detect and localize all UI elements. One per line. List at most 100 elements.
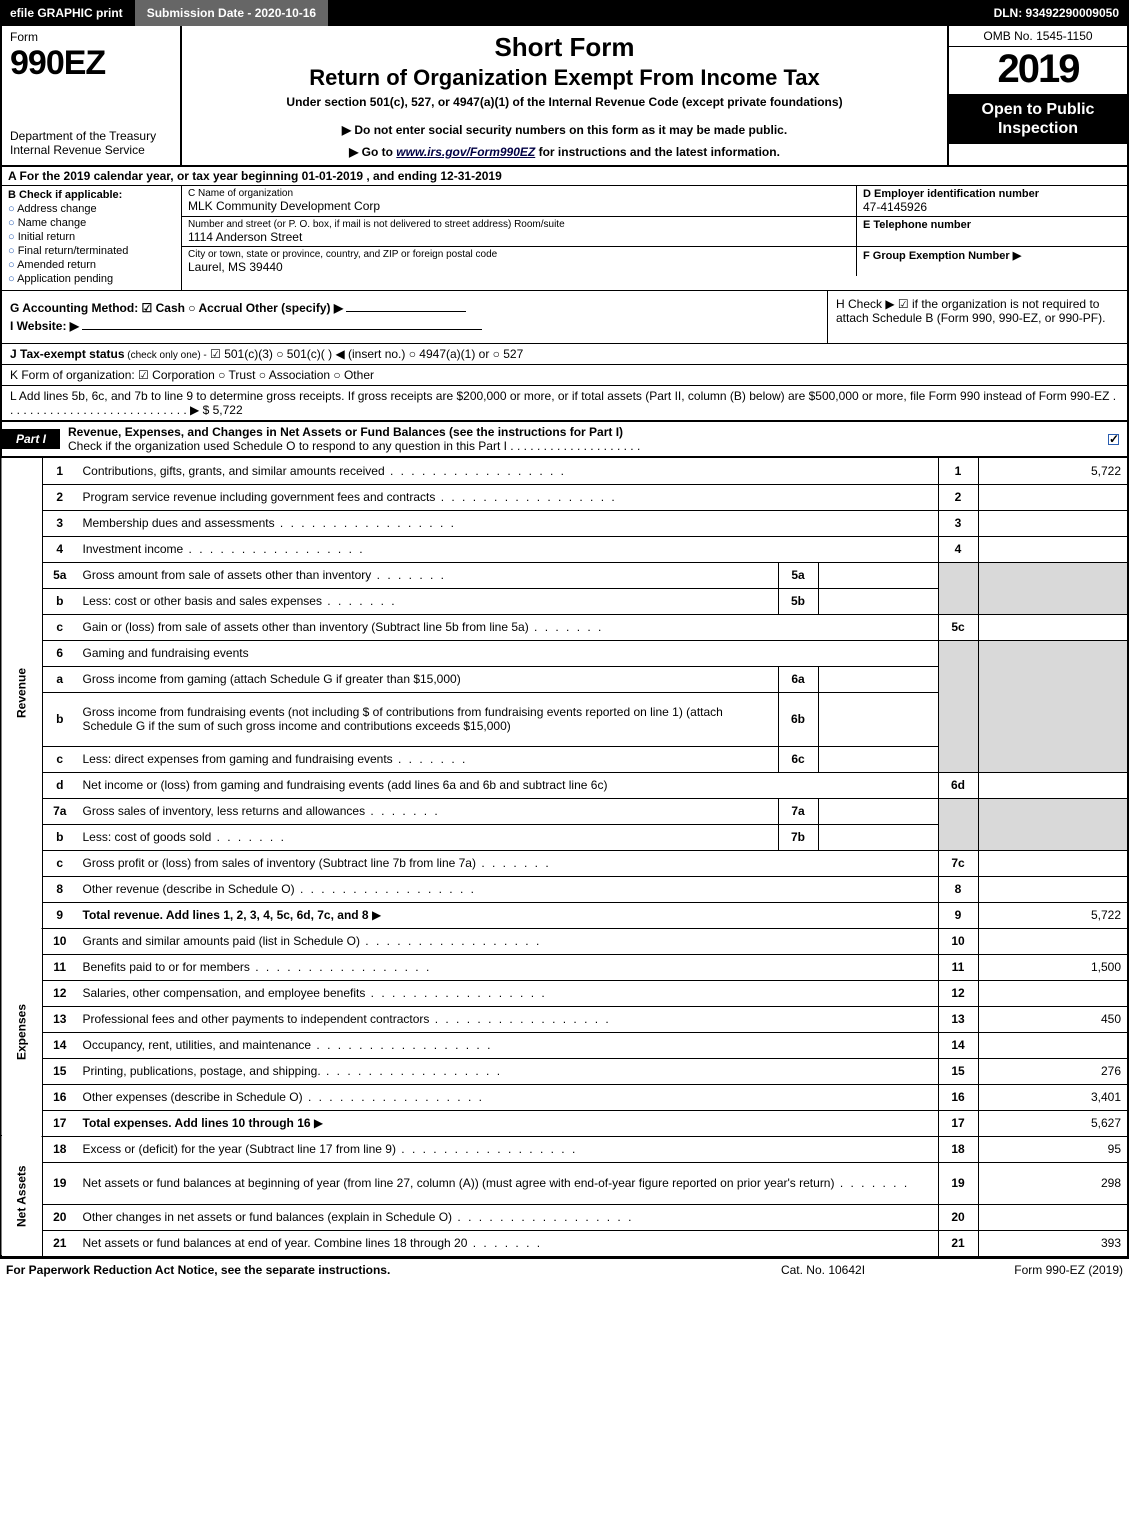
l9-desc-b: Total revenue. Add lines 1, 2, 3, 4, 5c,… — [83, 908, 369, 922]
chk-application-pending[interactable]: Application pending — [8, 273, 175, 285]
box-D-ein: D Employer identification number 47-4145… — [857, 186, 1127, 217]
chk-address-change[interactable]: Address change — [8, 203, 175, 215]
l19-desc: Net assets or fund balances at beginning… — [77, 1162, 939, 1204]
l10-rnum: 10 — [938, 928, 978, 954]
submission-date: Submission Date - 2020-10-16 — [133, 0, 330, 26]
l9-num: 9 — [43, 902, 77, 928]
city-label: City or town, state or province, country… — [188, 249, 850, 260]
form-header: Form 990EZ Department of the Treasury In… — [0, 26, 1129, 167]
side-revenue: Revenue — [1, 458, 43, 928]
l6a-box: 6a — [778, 666, 818, 692]
l16-desc: Other expenses (describe in Schedule O) — [77, 1084, 939, 1110]
l6a-boxval[interactable] — [818, 666, 938, 692]
l6c-boxval[interactable] — [818, 746, 938, 772]
l15-num: 15 — [43, 1058, 77, 1084]
l20-val — [978, 1204, 1128, 1230]
l5c-desc: Gain or (loss) from sale of assets other… — [77, 614, 939, 640]
form-word: Form — [10, 30, 172, 44]
l18-rnum: 18 — [938, 1136, 978, 1162]
side-netassets: Net Assets — [1, 1136, 43, 1256]
lines-table: Revenue 1 Contributions, gifts, grants, … — [0, 458, 1129, 1257]
l9-desc: Total revenue. Add lines 1, 2, 3, 4, 5c,… — [77, 902, 939, 928]
goto-post: for instructions and the latest informat… — [535, 145, 780, 159]
l13-val: 450 — [978, 1006, 1128, 1032]
l7c-rnum: 7c — [938, 850, 978, 876]
l1-num: 1 — [43, 458, 77, 484]
l18-desc: Excess or (deficit) for the year (Subtra… — [77, 1136, 939, 1162]
l20-desc: Other changes in net assets or fund bala… — [77, 1204, 939, 1230]
l6-desc: Gaming and fundraising events — [77, 640, 939, 666]
l1-rnum: 1 — [938, 458, 978, 484]
I-website: I Website: ▶ — [10, 319, 819, 333]
part-I-checkbox[interactable] — [1100, 429, 1127, 449]
l5b-boxval[interactable] — [818, 588, 938, 614]
l20-num: 20 — [43, 1204, 77, 1230]
l5c-num: c — [43, 614, 77, 640]
E-label: E Telephone number — [863, 219, 971, 231]
chk-amended-return[interactable]: Amended return — [8, 259, 175, 271]
l5ab-grey — [938, 562, 978, 614]
part-I-title: Revenue, Expenses, and Changes in Net As… — [60, 422, 1100, 456]
l21-num: 21 — [43, 1230, 77, 1256]
l4-num: 4 — [43, 536, 77, 562]
city-value: Laurel, MS 39440 — [188, 260, 850, 274]
topbar-spacer — [330, 0, 983, 26]
box-city: City or town, state or province, country… — [182, 247, 857, 276]
l7b-boxval[interactable] — [818, 824, 938, 850]
l19-val: 298 — [978, 1162, 1128, 1204]
l3-val — [978, 510, 1128, 536]
dept-line1: Department of the Treasury — [10, 129, 156, 143]
efile-print-button[interactable]: efile GRAPHIC print — [0, 0, 133, 26]
l5b-box: 5b — [778, 588, 818, 614]
l14-val — [978, 1032, 1128, 1058]
chk-initial-return[interactable]: Initial return — [8, 231, 175, 243]
l3-desc: Membership dues and assessments — [77, 510, 939, 536]
C-label: C Name of organization — [188, 188, 850, 199]
J-small: (check only one) - — [125, 350, 207, 361]
l6b-boxval[interactable] — [818, 692, 938, 746]
row-GHI: G Accounting Method: ☑ Cash ○ Accrual Ot… — [0, 291, 1129, 344]
part-I-label: Part I — [2, 429, 60, 449]
l18-num: 18 — [43, 1136, 77, 1162]
l10-desc: Grants and similar amounts paid (list in… — [77, 928, 939, 954]
box-F-group: F Group Exemption Number ▶ — [857, 247, 1127, 276]
l5ab-grey2 — [978, 562, 1128, 614]
l13-rnum: 13 — [938, 1006, 978, 1032]
goto-pre: ▶ Go to — [349, 145, 396, 159]
row-K-form-org: K Form of organization: ☑ Corporation ○ … — [0, 365, 1129, 386]
l7b-box: 7b — [778, 824, 818, 850]
l17-val: 5,627 — [978, 1110, 1128, 1136]
l15-val: 276 — [978, 1058, 1128, 1084]
irs-link[interactable]: www.irs.gov/Form990EZ — [396, 145, 535, 159]
l20-rnum: 20 — [938, 1204, 978, 1230]
l7c-num: c — [43, 850, 77, 876]
l7c-desc: Gross profit or (loss) from sales of inv… — [77, 850, 939, 876]
omb-number: OMB No. 1545-1150 — [949, 26, 1127, 47]
l21-rnum: 21 — [938, 1230, 978, 1256]
l6b-box: 6b — [778, 692, 818, 746]
G-other-input[interactable] — [346, 311, 466, 312]
box-address: Number and street (or P. O. box, if mail… — [182, 217, 857, 247]
note-goto: ▶ Go to www.irs.gov/Form990EZ for instru… — [192, 145, 937, 159]
l13-desc: Professional fees and other payments to … — [77, 1006, 939, 1032]
l6d-num: d — [43, 772, 77, 798]
l6c-box: 6c — [778, 746, 818, 772]
I-website-input[interactable] — [82, 329, 482, 330]
top-bar: efile GRAPHIC print Submission Date - 20… — [0, 0, 1129, 26]
l11-val: 1,500 — [978, 954, 1128, 980]
l12-val — [978, 980, 1128, 1006]
J-pre: J Tax-exempt status — [10, 347, 125, 361]
footer-formref: Form 990-EZ (2019) — [923, 1263, 1123, 1277]
l7a-boxval[interactable] — [818, 798, 938, 824]
chk-final-return[interactable]: Final return/terminated — [8, 245, 175, 257]
l6-grey — [938, 640, 978, 772]
l21-val: 393 — [978, 1230, 1128, 1256]
J-options: ☑ 501(c)(3) ○ 501(c)( ) ◀ (insert no.) ○… — [207, 347, 524, 361]
l5a-boxval[interactable] — [818, 562, 938, 588]
chk-name-change[interactable]: Name change — [8, 217, 175, 229]
column-CDEF: C Name of organization MLK Community Dev… — [182, 186, 1127, 290]
l3-rnum: 3 — [938, 510, 978, 536]
l7a-num: 7a — [43, 798, 77, 824]
H-schedule-b: H Check ▶ ☑ if the organization is not r… — [827, 291, 1127, 343]
l16-num: 16 — [43, 1084, 77, 1110]
